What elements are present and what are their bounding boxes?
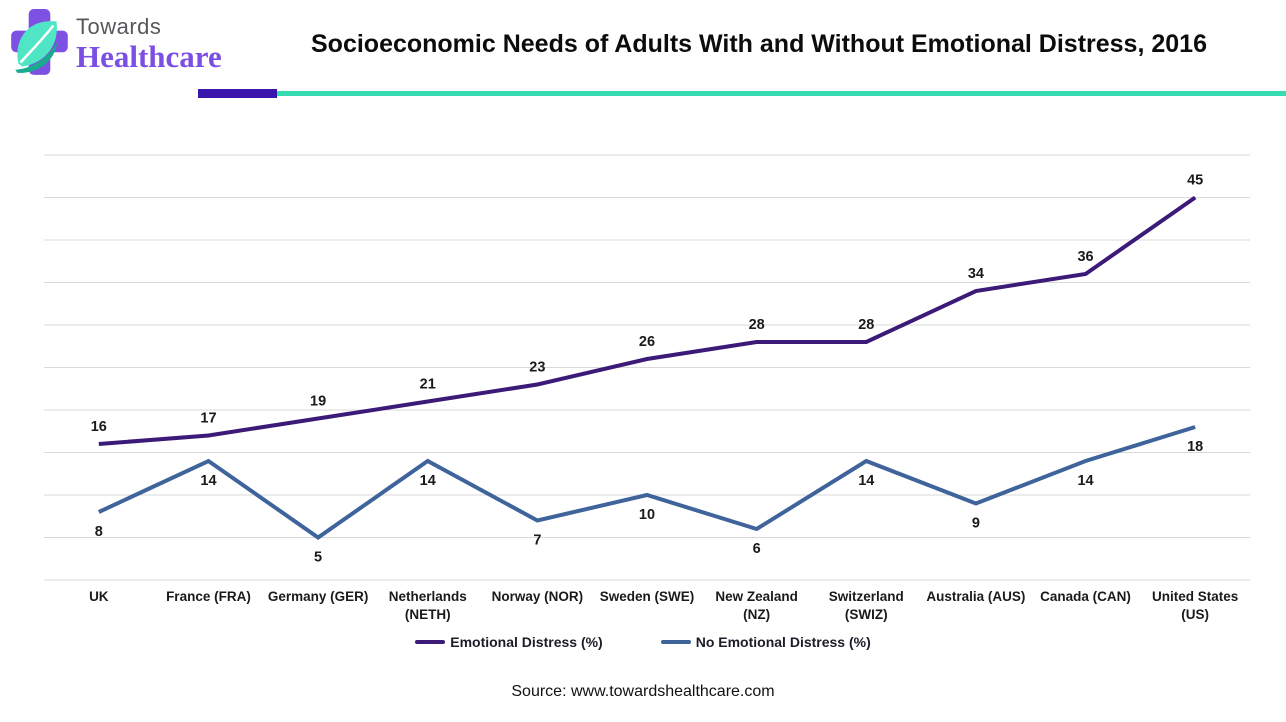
x-axis-label: France (FRA): [166, 589, 251, 604]
data-label: 14: [200, 473, 216, 489]
data-label: 36: [1077, 249, 1093, 265]
x-axis-label: Canada (CAN): [1040, 589, 1131, 604]
data-label: 14: [1077, 473, 1093, 489]
data-label: 16: [91, 419, 107, 435]
data-label: 19: [310, 394, 326, 410]
chart-legend: Emotional Distress (%) No Emotional Dist…: [0, 634, 1286, 650]
x-axis-label: Sweden (SWE): [600, 589, 695, 604]
divider-purple-segment: [198, 89, 277, 98]
divider-teal-line: [277, 91, 1286, 96]
brand-healthcare: Healthcare: [76, 39, 222, 74]
data-label: 17: [200, 411, 216, 427]
x-axis-label: UK: [89, 589, 109, 604]
legend-item-no-emotional-distress: No Emotional Distress (%): [660, 634, 871, 650]
data-label: 18: [1187, 439, 1203, 455]
page-title: Socioeconomic Needs of Adults With and W…: [311, 30, 1207, 58]
legend-swatch-emotional-distress: [415, 640, 446, 644]
line-chart: 16 17 19 21 23 26 28 28 34 36 45 8 14 5 14 7 10 6 14 9 14 18 U…: [44, 154, 1250, 622]
legend-swatch-no-emotional-distress: [660, 640, 691, 644]
data-label: 14: [420, 473, 436, 489]
x-axis-label: Switzerland (SWIZ): [829, 589, 904, 622]
legend-label-no-emotional-distress: No Emotional Distress (%): [695, 634, 871, 650]
data-label: 26: [639, 334, 655, 350]
data-label: 21: [420, 377, 436, 393]
series-line-emotional-distress: [98, 195, 1197, 446]
legend-item-emotional-distress: Emotional Distress (%): [415, 634, 603, 650]
data-label: 8: [95, 524, 103, 540]
x-axis-label: Netherlands (NETH): [389, 589, 467, 622]
source-text: Source: www.towardshealthcare.com: [511, 683, 775, 700]
x-axis-label: Germany (GER): [268, 589, 369, 604]
x-axis-label: New Zealand (NZ): [715, 589, 798, 622]
brand-text: Towards Healthcare: [76, 8, 222, 74]
brand-logo: Towards Healthcare: [10, 8, 222, 78]
data-label: 28: [749, 317, 765, 333]
data-label: 34: [968, 266, 984, 282]
data-label: 9: [972, 516, 980, 532]
legend-label-emotional-distress: Emotional Distress (%): [450, 634, 603, 650]
data-label: 23: [529, 360, 545, 376]
x-axis-label: United States (US): [1152, 589, 1238, 622]
x-axis-label: Norway (NOR): [492, 589, 584, 604]
data-label: 45: [1187, 173, 1203, 189]
data-label: 10: [639, 507, 655, 523]
data-label: 6: [753, 541, 761, 557]
data-label: 28: [858, 317, 874, 333]
series-line-no-emotional-distress: [97, 425, 1196, 540]
data-label: 14: [858, 473, 874, 489]
x-axis-label: Australia (AUS): [926, 589, 1025, 604]
brand-towards: Towards: [76, 14, 162, 39]
healthcare-cross-leaf-icon: [11, 9, 68, 75]
data-label: 5: [314, 550, 322, 566]
data-label: 7: [533, 533, 541, 549]
